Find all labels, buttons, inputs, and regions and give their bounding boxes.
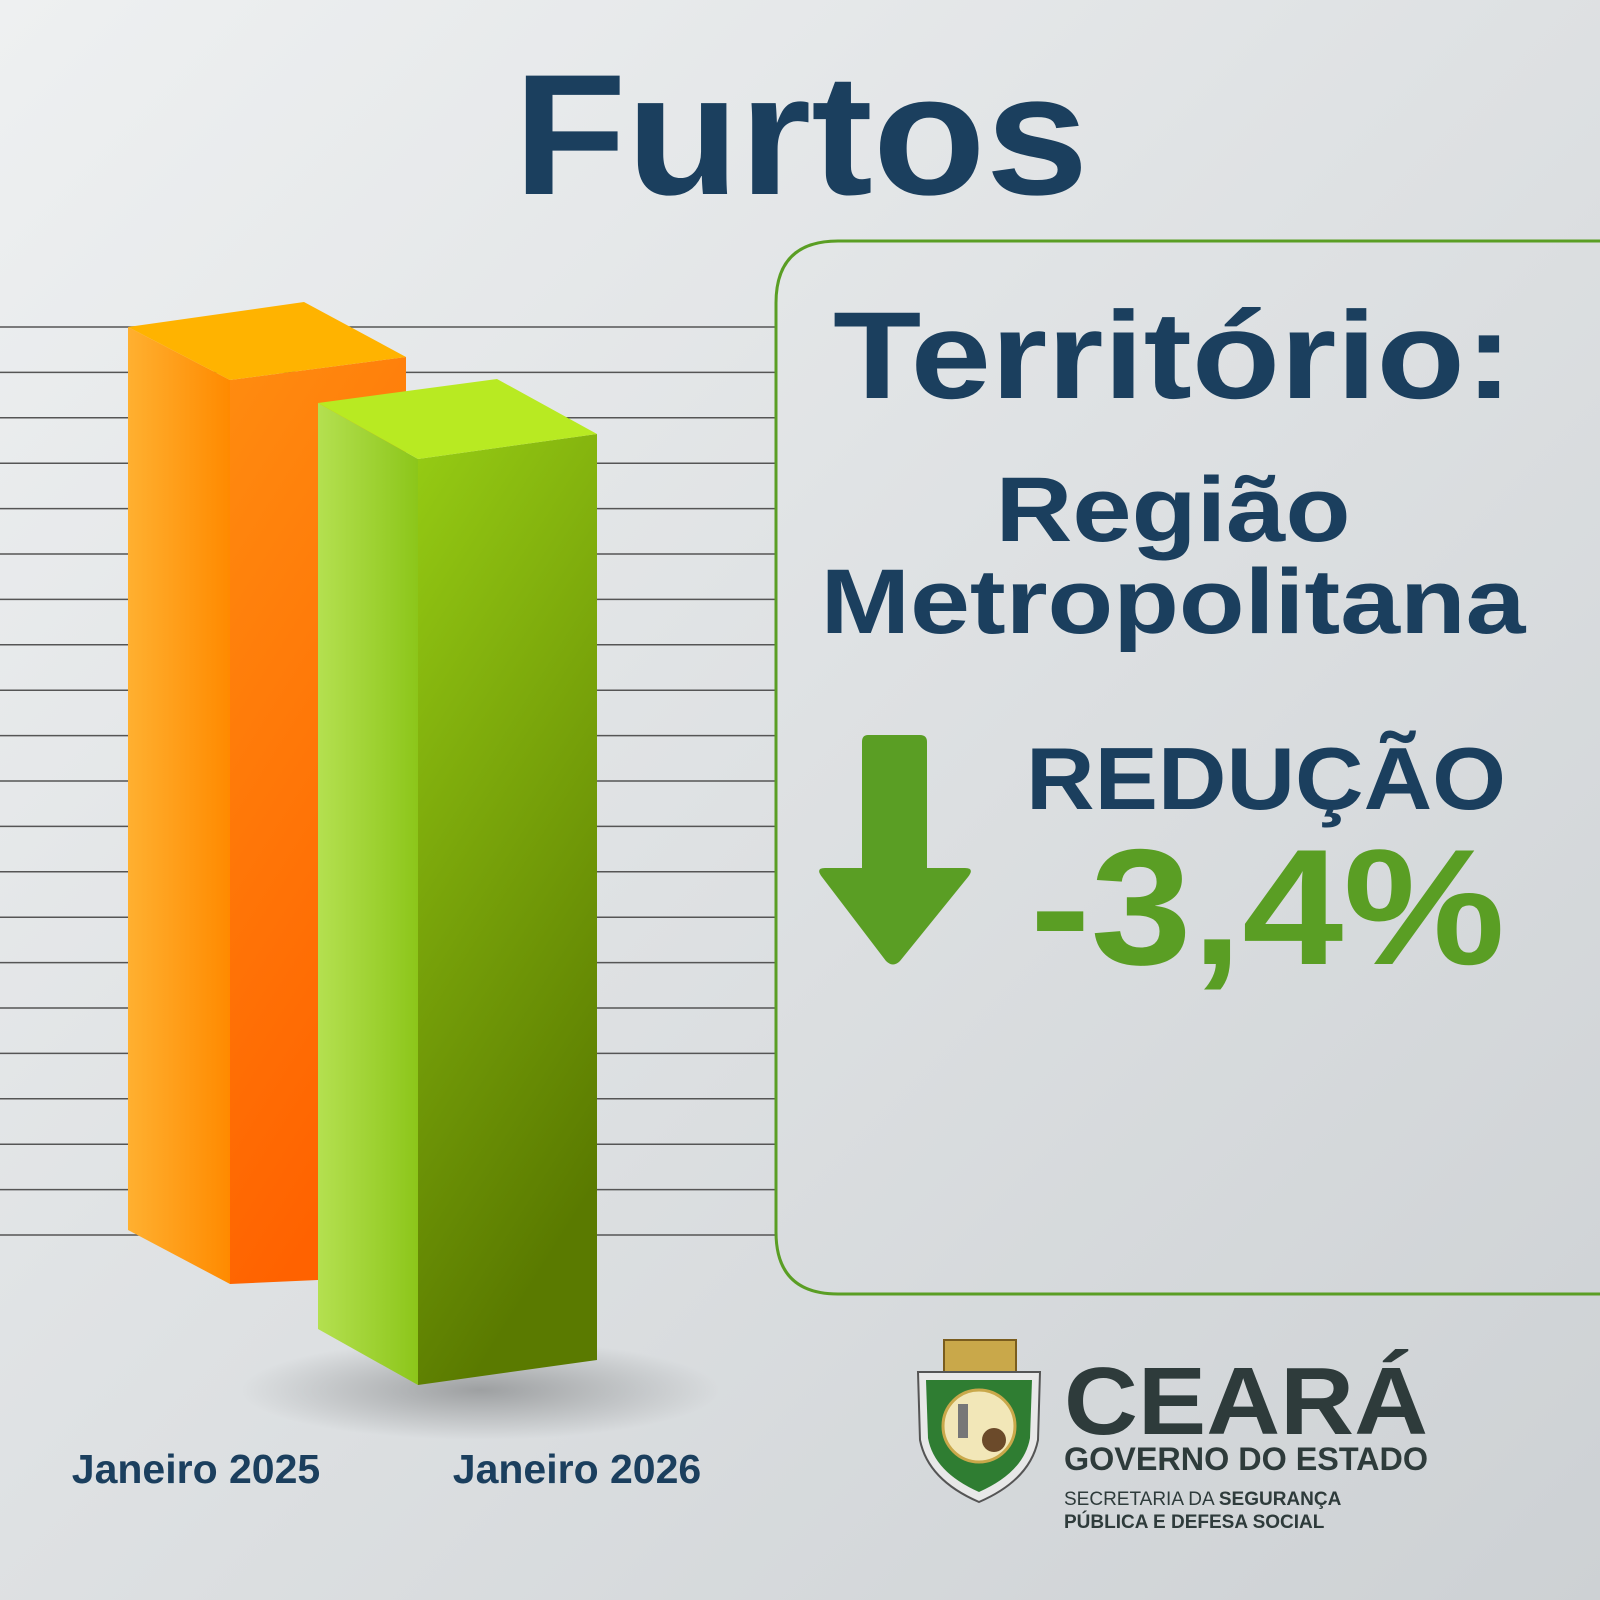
- change-label: REDUÇÃO: [1026, 729, 1506, 828]
- bar-label: Janeiro 2026: [453, 1446, 701, 1492]
- change-value: -3,4%: [1030, 815, 1505, 999]
- bar-label: Janeiro 2025: [72, 1446, 320, 1492]
- bar-green: [318, 379, 597, 1385]
- panel-border: [774, 239, 1600, 1296]
- title: Furtos: [514, 39, 1089, 231]
- region-line: Região: [996, 459, 1351, 561]
- logo-department: SECRETARIA DA SEGURANÇA: [1064, 1489, 1342, 1510]
- logo-emblem: [916, 1339, 1042, 1504]
- logo-department: PÚBLICA E DEFESA SOCIAL: [1064, 1511, 1325, 1533]
- region-line: Metropolitana: [821, 551, 1527, 653]
- logo-subtitle: GOVERNO DO ESTADO: [1064, 1441, 1428, 1477]
- panel-heading: Território:: [833, 287, 1513, 425]
- logo-name: CEARÁ: [1064, 1348, 1428, 1455]
- logo-department-prefix: SECRETARIA DA: [1064, 1489, 1219, 1510]
- bar-shadow: [240, 1340, 720, 1440]
- logo-department-bold: SEGURANÇA: [1219, 1489, 1342, 1510]
- down-arrow: [819, 735, 971, 965]
